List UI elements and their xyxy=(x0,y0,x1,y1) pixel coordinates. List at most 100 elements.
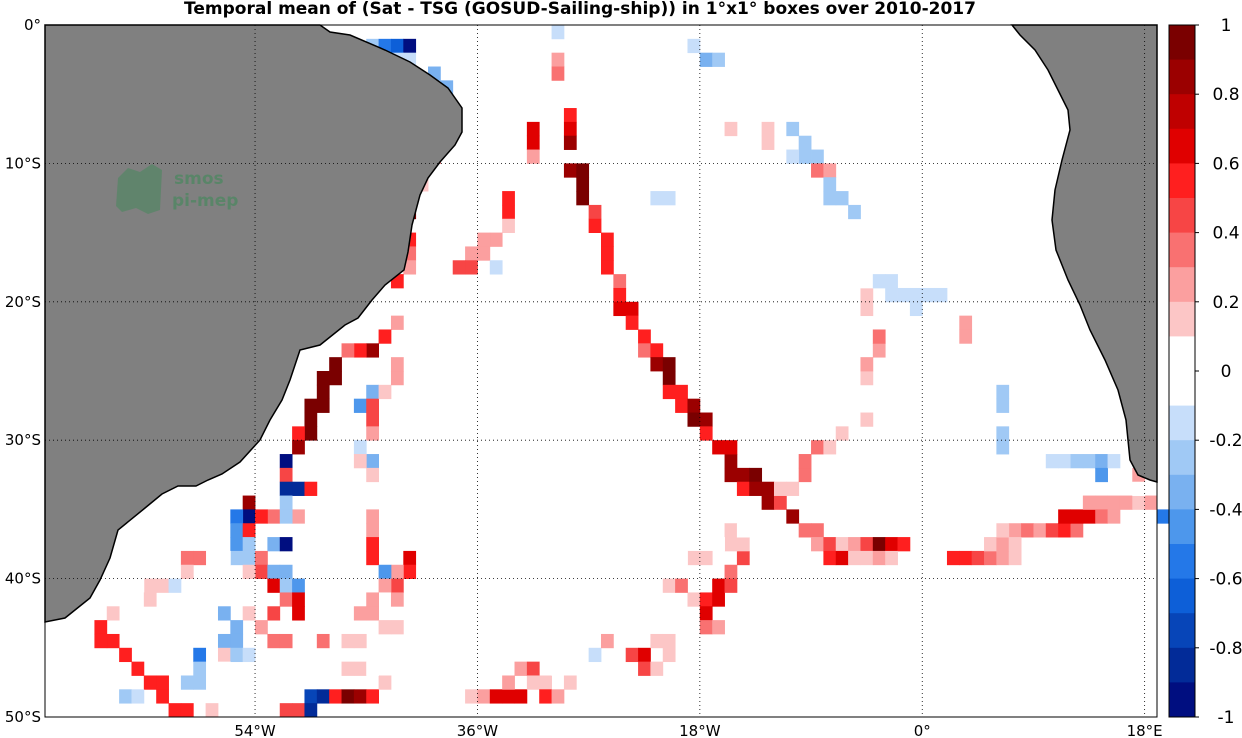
data-cell xyxy=(403,550,417,566)
colorbar-segment xyxy=(1169,301,1195,337)
data-cell xyxy=(1008,537,1022,552)
colorbar-tick-label: 0.4 xyxy=(1212,224,1239,244)
data-cell xyxy=(526,135,540,150)
data-cell xyxy=(230,620,244,635)
data-cell xyxy=(1045,523,1059,538)
data-cell xyxy=(106,606,120,621)
data-cell xyxy=(316,398,330,413)
data-cell xyxy=(119,647,132,663)
data-cell xyxy=(576,163,590,178)
data-cell xyxy=(823,163,837,178)
data-cell xyxy=(699,550,713,566)
colorbar-segment xyxy=(1169,440,1195,476)
data-cell xyxy=(625,301,639,317)
data-cell xyxy=(366,384,379,400)
colorbar-tick-label: 0 xyxy=(1221,362,1232,382)
data-cell xyxy=(143,675,157,690)
data-cell xyxy=(119,592,132,607)
data-cell xyxy=(724,440,738,455)
data-cell xyxy=(267,537,281,552)
data-cell xyxy=(353,454,367,469)
data-cell xyxy=(378,384,392,400)
data-cell xyxy=(292,426,305,441)
data-cell xyxy=(489,260,503,275)
data-cell xyxy=(650,357,664,372)
data-cell xyxy=(452,260,466,275)
data-cell xyxy=(736,467,750,483)
data-cell xyxy=(341,633,355,649)
data-cell xyxy=(811,149,824,164)
data-cell xyxy=(193,675,207,690)
data-cell xyxy=(279,537,293,552)
data-cell xyxy=(675,550,688,566)
data-cell xyxy=(811,537,824,552)
data-cell xyxy=(304,703,318,718)
data-cell xyxy=(1021,523,1034,538)
data-cell xyxy=(143,592,157,607)
data-cell xyxy=(390,38,404,54)
colorbar-tick-label: -0.8 xyxy=(1209,639,1242,659)
colorbar-segment xyxy=(1169,509,1195,545)
data-cell xyxy=(675,384,688,400)
data-cell xyxy=(724,523,738,538)
data-cell xyxy=(823,177,837,192)
data-cell xyxy=(279,454,293,469)
lat-tick-label: 50°S xyxy=(5,708,41,726)
data-cell xyxy=(724,121,738,137)
data-cell xyxy=(403,564,417,579)
data-cell xyxy=(798,467,812,483)
data-cell xyxy=(650,633,664,649)
data-cell xyxy=(835,191,849,206)
data-cell xyxy=(885,287,898,303)
data-cell xyxy=(292,481,305,496)
data-cell xyxy=(897,537,911,552)
data-cell xyxy=(613,287,627,303)
data-cell xyxy=(662,647,676,663)
lat-tick-label: 40°S xyxy=(5,570,41,588)
data-cell xyxy=(366,661,379,676)
data-cell xyxy=(390,315,404,330)
data-cell xyxy=(230,633,244,649)
data-cell xyxy=(242,523,256,538)
data-cell xyxy=(563,121,577,137)
colorbar-tick-label: -0.4 xyxy=(1209,500,1242,520)
data-cell xyxy=(712,537,725,552)
map-title: Temporal mean of (Sat - TSG (GOSUD-Saili… xyxy=(184,0,976,19)
data-cell xyxy=(699,592,713,607)
data-cell xyxy=(848,204,861,220)
data-cell xyxy=(217,661,231,676)
data-cell xyxy=(242,509,256,524)
data-cell xyxy=(477,246,491,261)
data-cell xyxy=(353,440,367,455)
data-cell xyxy=(638,329,651,344)
data-cell xyxy=(996,426,1010,441)
data-cell xyxy=(1045,454,1059,469)
data-cell xyxy=(551,689,565,704)
colorbar-segment xyxy=(1169,59,1195,95)
data-cell xyxy=(267,606,281,621)
data-cell xyxy=(390,578,404,593)
data-cell xyxy=(786,509,800,524)
data-cell xyxy=(1058,454,1071,469)
data-cell xyxy=(699,426,713,441)
data-cell xyxy=(712,592,725,607)
colorbar-tick-label: 0.8 xyxy=(1212,85,1239,105)
data-cell xyxy=(390,620,404,635)
data-cell xyxy=(230,523,244,538)
graticule xyxy=(45,25,1157,717)
data-cell xyxy=(959,550,973,566)
data-cell xyxy=(551,661,565,676)
data-cell xyxy=(378,564,392,579)
data-cell xyxy=(1144,495,1158,510)
data-cell xyxy=(576,177,590,192)
data-cell xyxy=(860,412,874,427)
data-cell xyxy=(798,454,812,469)
data-cell xyxy=(390,357,404,372)
data-cell xyxy=(872,343,886,358)
data-cell xyxy=(279,564,293,579)
data-cell xyxy=(761,481,775,496)
data-cell xyxy=(860,371,874,386)
data-cell xyxy=(576,191,590,206)
data-cell xyxy=(996,384,1010,400)
